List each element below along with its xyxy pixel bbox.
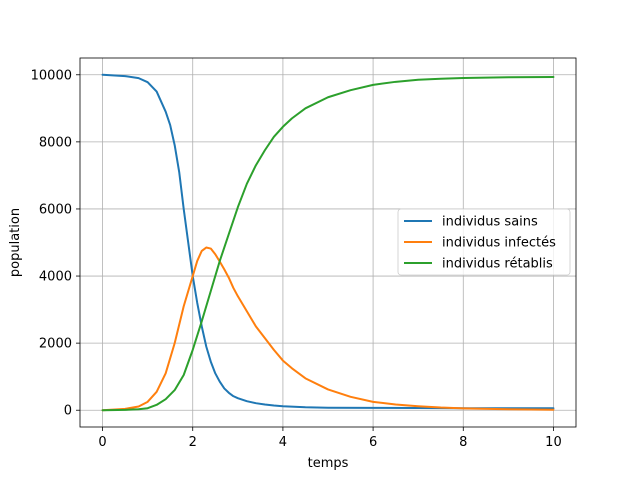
x-tick-label-4: 8 xyxy=(459,435,467,450)
y-tick-label-0: 0 xyxy=(64,404,72,419)
legend-label-2: individus rétablis xyxy=(442,257,553,272)
ticks: 0 2 4 6 8 10 0 2000 4000 6000 8000 10000 xyxy=(31,68,562,450)
legend: individus sains individus infectés individ… xyxy=(397,208,571,276)
x-tick-label-1: 2 xyxy=(189,435,197,450)
series-layer xyxy=(101,73,555,412)
y-tick-label-3: 6000 xyxy=(39,202,72,217)
x-tick-label-3: 6 xyxy=(369,435,377,450)
legend-box xyxy=(397,208,571,276)
x-axis-label: temps xyxy=(308,456,349,471)
y-tick-label-5: 10000 xyxy=(31,68,72,83)
x-tick-label-0: 0 xyxy=(98,435,106,450)
plot-frame xyxy=(79,57,577,428)
x-tick-label-2: 4 xyxy=(279,435,287,450)
series-line-0 xyxy=(101,73,555,410)
y-tick-label-2: 4000 xyxy=(39,270,72,285)
series-line-2 xyxy=(101,75,555,412)
y-tick-label-4: 8000 xyxy=(39,135,72,150)
x-tick-label-5: 10 xyxy=(545,435,562,450)
legend-label-1: individus infectés xyxy=(442,236,556,251)
y-axis-label: population xyxy=(8,208,23,277)
y-tick-label-1: 2000 xyxy=(39,337,72,352)
legend-label-0: individus sains xyxy=(442,215,538,230)
series-line-1 xyxy=(101,246,555,412)
